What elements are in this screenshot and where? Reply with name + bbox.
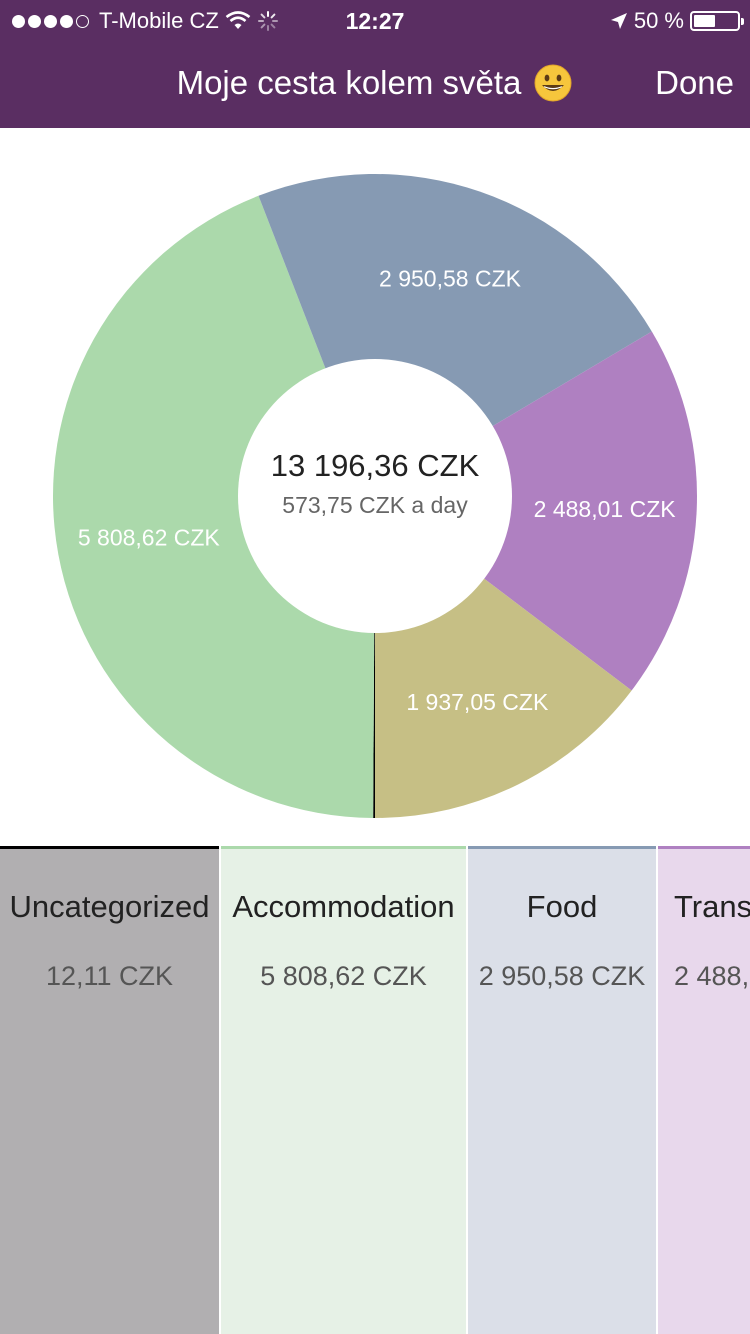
- expense-donut-chart: 5 808,62 CZK 2 950,58 CZK 2 488,01 CZK 1 93…: [0, 128, 750, 846]
- slice-label-transport: 2 488,01 CZK: [534, 496, 677, 522]
- category-amount: 5 808,62 CZK: [260, 961, 427, 991]
- battery-icon: [690, 11, 744, 31]
- wifi-icon: [225, 11, 251, 29]
- category-card-transport[interactable]: Transport 2 488,01 CZK: [658, 846, 750, 1334]
- category-amount: 12,11 CZK: [45, 961, 174, 991]
- status-right: 50 %: [610, 6, 744, 36]
- battery-percent: 50 %: [633, 8, 684, 33]
- category-card-uncategorized[interactable]: Uncategorized 12,11 CZK: [0, 846, 219, 1334]
- donut-slice-uncategorized[interactable]: [373, 496, 375, 818]
- slice-label-other: 1 937,05 CZK: [406, 689, 549, 715]
- carrier-label: T-Mobile CZ: [99, 8, 219, 33]
- activity-spinner-icon: [257, 11, 278, 31]
- done-button[interactable]: Done: [655, 58, 734, 108]
- battery-fill: [694, 15, 715, 27]
- top-bar: T-Mobile CZ 12:27 50 %: [0, 0, 750, 128]
- smiley-emoji-icon: [533, 63, 573, 103]
- category-card-accommodation[interactable]: Accommodation 5 808,62 CZK: [221, 846, 466, 1334]
- donut-slice-accommodation[interactable]: [53, 195, 376, 818]
- daily-average: 573,75 CZK a day: [282, 492, 468, 518]
- total-amount: 13 196,36 CZK: [271, 448, 480, 483]
- category-name: Transport: [674, 889, 750, 924]
- category-name: Accommodation: [232, 889, 455, 924]
- category-amount: 2 488,01 CZK: [674, 961, 750, 991]
- category-name: Food: [526, 889, 598, 924]
- nav-title-text: Moje cesta kolem světa: [176, 64, 522, 101]
- donut-chart-svg: 5 808,62 CZK 2 950,58 CZK 2 488,01 CZK 1 93…: [53, 174, 697, 818]
- category-name: Uncategorized: [9, 889, 210, 924]
- slice-label-accommodation: 5 808,62 CZK: [78, 525, 221, 551]
- status-left: T-Mobile CZ: [12, 6, 279, 36]
- location-arrow-icon: [610, 13, 627, 29]
- category-amount: 2 950,58 CZK: [478, 961, 646, 991]
- category-cards: Uncategorized 12,11 CZK Accommodation 5 808…: [0, 846, 750, 1334]
- donut-hole: [238, 359, 512, 633]
- slice-label-food: 2 950,58 CZK: [379, 266, 522, 292]
- signal-dots-icon: [12, 14, 89, 28]
- category-card-food[interactable]: Food 2 950,58 CZK: [468, 846, 656, 1334]
- nav-title: Moje cesta kolem světa: [0, 58, 750, 108]
- donut-slice-transport[interactable]: [375, 331, 697, 691]
- status-time: 12:27: [345, 8, 405, 34]
